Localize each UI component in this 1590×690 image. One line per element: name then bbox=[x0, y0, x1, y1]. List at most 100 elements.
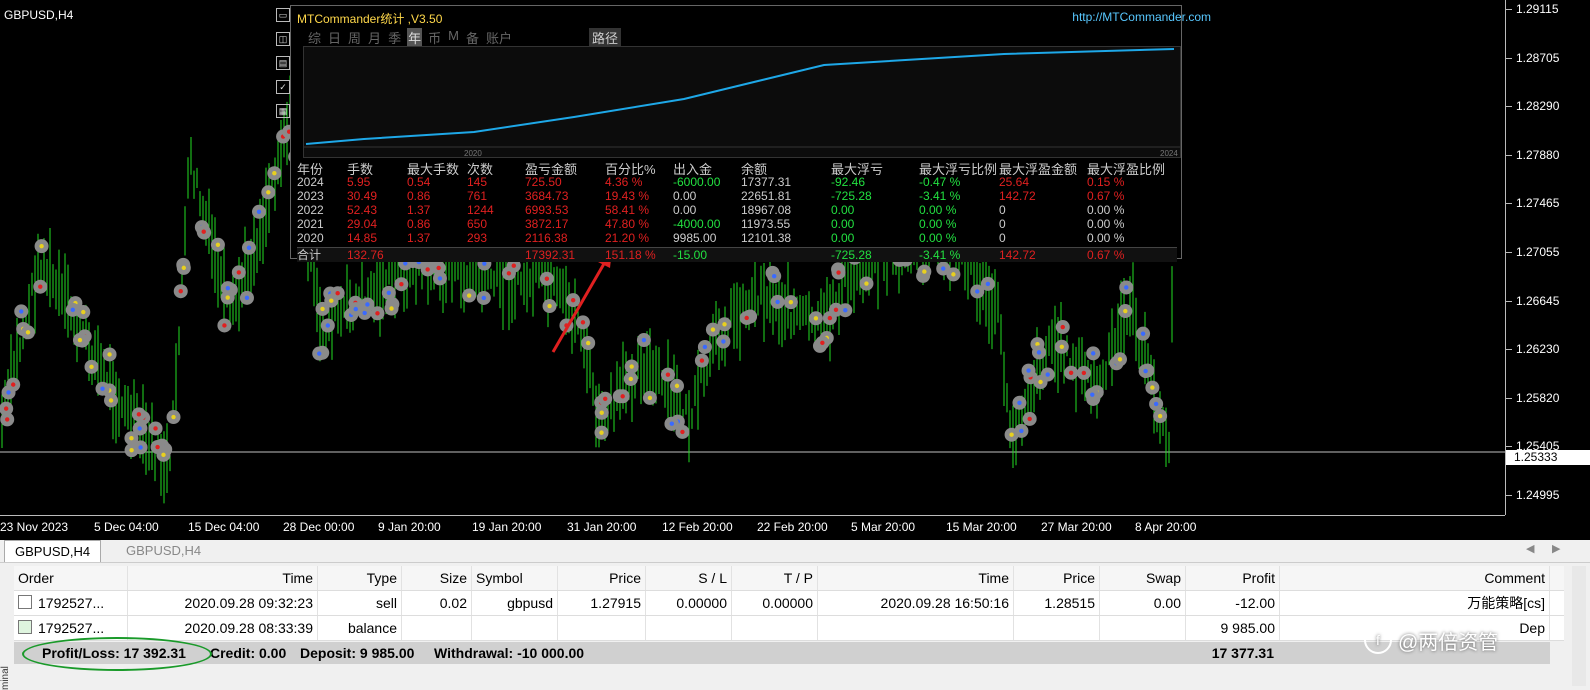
history-cell-profit: 9 985.00 bbox=[1186, 616, 1280, 640]
stats-cell: 52.43 bbox=[347, 203, 378, 217]
trade-marker bbox=[694, 353, 709, 368]
trade-marker bbox=[261, 185, 276, 200]
price-label: 1.27465 bbox=[1516, 196, 1560, 211]
trade-marker bbox=[267, 166, 282, 181]
period-tab[interactable]: 币 bbox=[428, 31, 442, 46]
tab-gbpusd-h4[interactable]: GBPUSD,H4 bbox=[126, 543, 202, 558]
stats-cell: 293 bbox=[467, 231, 488, 245]
stats-cell: 合计 bbox=[297, 248, 322, 262]
trade-marker bbox=[1054, 339, 1069, 354]
stats-cell: 0.67 % bbox=[1087, 248, 1125, 262]
period-tab[interactable]: 账户 bbox=[485, 31, 512, 46]
period-tab[interactable]: 周 bbox=[348, 31, 362, 46]
price-chart[interactable]: GBPUSD,H4 ▭ ◫ ▤ ✓ ▦ 1.29115 1.28705 1.2829… bbox=[0, 0, 1590, 540]
trade-marker bbox=[239, 290, 254, 305]
price-label: 1.27880 bbox=[1516, 147, 1560, 162]
stats-cell: 18967.08 bbox=[741, 203, 792, 217]
vertical-scrollbar[interactable] bbox=[1572, 566, 1586, 686]
trade-marker bbox=[173, 284, 188, 299]
history-cell-close-time: 2020.09.28 16:50:16 bbox=[818, 591, 1014, 615]
period-tab[interactable]: 综 bbox=[308, 31, 322, 46]
history-header-cell[interactable]: Size bbox=[402, 566, 472, 590]
price-label: 1.24995 bbox=[1516, 488, 1560, 502]
stats-cell: 11973.55 bbox=[741, 217, 791, 231]
tab-gbpusd-h4-active[interactable]: GBPUSD,H4 bbox=[4, 540, 102, 562]
stats-header-cell: 盈亏金额 bbox=[525, 162, 578, 175]
history-header-cell[interactable]: Symbol bbox=[472, 566, 558, 590]
toolbar-icon-1[interactable]: ▭ bbox=[276, 8, 290, 22]
trade-marker bbox=[575, 315, 590, 330]
history-header-cell[interactable]: Profit bbox=[1186, 566, 1280, 590]
stats-row: 2024 5.95 0.54 145 725.50 4.36 % -6000.00 17377… bbox=[297, 175, 1177, 189]
price-label: 1.25820 bbox=[1516, 390, 1560, 405]
stats-cell bbox=[467, 248, 525, 262]
period-tab[interactable]: 备 bbox=[465, 31, 479, 46]
history-header-cell[interactable]: Time bbox=[128, 566, 318, 590]
time-label: 8 Apr 20:00 bbox=[1135, 520, 1197, 534]
stats-cell: 2023 bbox=[297, 189, 324, 203]
stats-cell: 9985.00 bbox=[673, 231, 717, 245]
trade-marker bbox=[124, 443, 139, 458]
time-label: 27 Mar 20:00 bbox=[1041, 520, 1112, 534]
history-header-cell[interactable]: Price bbox=[1014, 566, 1100, 590]
history-cell-order: 1792527... bbox=[14, 616, 128, 640]
trade-marker bbox=[660, 367, 675, 382]
trade-marker bbox=[324, 293, 339, 308]
history-header-cell[interactable]: Order bbox=[14, 566, 128, 590]
period-tab[interactable]: 日 bbox=[328, 31, 342, 46]
panel-title: MTCommander统计 ,V3.50 bbox=[297, 12, 443, 26]
history-header-cell[interactable]: Type bbox=[318, 566, 402, 590]
trade-marker bbox=[252, 204, 267, 219]
toolbar-icon-3[interactable]: ▤ bbox=[276, 56, 290, 70]
trade-marker bbox=[1119, 280, 1134, 295]
path-button[interactable]: 路径 bbox=[589, 28, 622, 47]
panel-url-link[interactable]: http://MTCommander.com bbox=[1072, 10, 1211, 24]
trade-marker bbox=[664, 416, 679, 431]
trade-marker bbox=[176, 260, 191, 275]
trade-marker bbox=[102, 347, 117, 362]
period-tabs: 综日周月季年币 M 备账户 bbox=[307, 28, 513, 47]
scroll-left-icon[interactable]: ◀ bbox=[1526, 543, 1535, 555]
stats-cell: 4.36 % bbox=[605, 175, 643, 189]
price-tick bbox=[1506, 106, 1512, 108]
trade-marker bbox=[980, 276, 995, 291]
stats-cell: 142.72 bbox=[999, 248, 1036, 262]
history-header-cell[interactable]: Time bbox=[818, 566, 1014, 590]
trade-marker bbox=[312, 346, 327, 361]
mtcommander-stats-panel: MTCommander统计 ,V3.50 http://MTCommander.… bbox=[290, 5, 1211, 262]
trade-marker bbox=[14, 304, 29, 319]
history-header-cell[interactable]: Swap bbox=[1100, 566, 1186, 590]
trade-marker bbox=[598, 391, 613, 406]
check-icon[interactable]: ✓ bbox=[276, 80, 290, 94]
history-header-cell[interactable]: Comment bbox=[1280, 566, 1550, 590]
time-label: 5 Mar 20:00 bbox=[851, 520, 916, 534]
period-tab[interactable]: M bbox=[448, 28, 459, 43]
stats-cell: 0.00 % bbox=[1087, 231, 1125, 245]
stats-cell: 0.54 bbox=[407, 175, 431, 189]
trade-marker bbox=[231, 265, 246, 280]
toolbar-icon-5[interactable]: ▦ bbox=[276, 104, 290, 118]
period-tab[interactable]: 季 bbox=[388, 31, 402, 46]
history-header-cell[interactable]: S / L bbox=[646, 566, 732, 590]
toolbar-icon-2[interactable]: ◫ bbox=[276, 32, 290, 46]
stats-cell: 0.00 bbox=[673, 203, 697, 217]
period-tab[interactable]: 月 bbox=[368, 31, 382, 46]
stats-cell: 0.67 % bbox=[1087, 189, 1125, 203]
history-row[interactable]: 1792527... 2020.09.28 08:33:39 balance 9 98… bbox=[14, 616, 1564, 641]
history-header-cell[interactable]: T / P bbox=[732, 566, 818, 590]
trade-marker bbox=[1031, 345, 1046, 360]
history-header-cell[interactable]: Price bbox=[558, 566, 646, 590]
stats-cell: 2020 bbox=[297, 231, 324, 245]
trade-marker bbox=[859, 276, 874, 291]
trade-marker bbox=[150, 440, 165, 455]
trade-marker bbox=[462, 288, 477, 303]
trade-marker bbox=[566, 293, 581, 308]
scroll-right-icon[interactable]: ▶ bbox=[1552, 543, 1561, 555]
history-row[interactable]: 1792527... 2020.09.28 09:32:23 sell 0.02 gbp… bbox=[14, 591, 1564, 616]
trade-marker bbox=[320, 318, 335, 333]
trade-marker bbox=[1149, 396, 1164, 411]
trade-marker bbox=[148, 421, 163, 436]
period-tab[interactable]: 年 bbox=[407, 28, 423, 47]
